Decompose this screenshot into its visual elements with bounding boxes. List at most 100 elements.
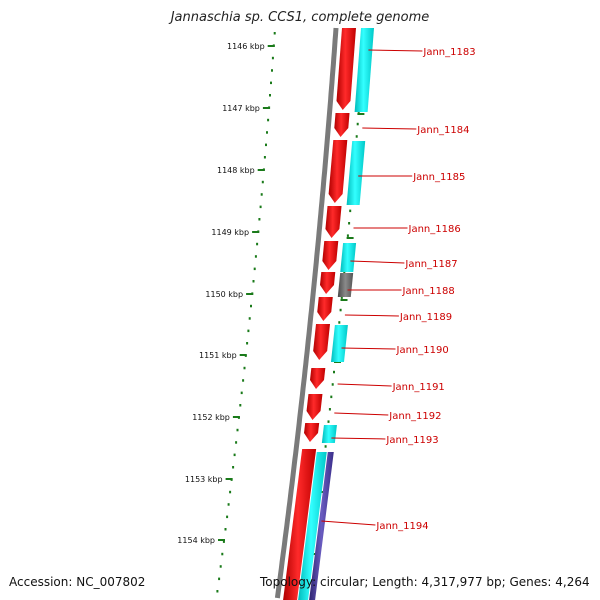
gene-leader-line xyxy=(321,520,376,526)
scale-dot xyxy=(219,565,222,568)
outer-tick xyxy=(311,553,319,555)
scale-dot xyxy=(269,94,271,97)
kbp-tick xyxy=(218,539,225,541)
kbp-tick xyxy=(239,354,247,356)
gene-label[interactable]: Jann_1189 xyxy=(399,312,452,323)
forward-cds xyxy=(283,449,317,600)
outer-scale-dot xyxy=(346,234,349,237)
kbp-scale: 1146 kbp 1147 kbp 1148 kbp 1149 kbp 1150 kbp… xyxy=(177,32,370,597)
scale-dot xyxy=(254,255,257,258)
scale-dot xyxy=(240,391,243,395)
scale-dot xyxy=(247,329,250,333)
other-feature xyxy=(337,273,354,297)
gene-leader-line xyxy=(331,437,386,440)
kbp-label: 1148 kbp xyxy=(217,166,255,175)
purple-feature xyxy=(309,452,334,600)
scale-dot xyxy=(236,428,239,432)
outer-tick xyxy=(346,237,354,239)
scale-dot xyxy=(229,490,232,494)
reverse-cds xyxy=(354,28,374,112)
accession-label: Accession: NC_007802 xyxy=(9,575,146,589)
gene-label[interactable]: Jann_1188 xyxy=(402,286,455,297)
forward-cds xyxy=(306,394,323,420)
outer-scale-dot xyxy=(324,445,327,448)
kbp-tick xyxy=(225,478,233,480)
scale-dot xyxy=(271,56,274,60)
scale-dot xyxy=(239,404,242,407)
forward-cds xyxy=(334,113,350,137)
outer-scale-dot xyxy=(340,296,343,299)
scale-dot xyxy=(253,267,256,271)
scale-dot xyxy=(261,180,264,184)
kbp-label: 1154 kbp xyxy=(177,536,215,545)
backbone-line xyxy=(274,27,339,599)
kbp-label: 1149 kbp xyxy=(211,228,249,237)
kbp-label: 1152 kbp xyxy=(192,413,230,422)
kbp-label: 1150 kbp xyxy=(205,290,243,299)
gene-label[interactable]: Jann_1193 xyxy=(385,435,438,446)
gene-leader-line xyxy=(334,412,389,416)
kbp-tick xyxy=(267,45,275,47)
outer-scale-dot xyxy=(348,222,351,225)
scale-dot xyxy=(270,81,272,85)
reverse-cds xyxy=(346,141,366,205)
scale-dot xyxy=(243,366,246,370)
gene-label[interactable]: Jann_1194 xyxy=(375,521,428,532)
gene-label[interactable]: Jann_1186 xyxy=(408,224,461,235)
feature-track xyxy=(283,28,374,600)
scale-dot xyxy=(266,131,268,134)
scale-dot xyxy=(235,441,238,444)
reverse-cds xyxy=(298,452,327,600)
reverse-cds xyxy=(321,425,337,443)
outer-scale-dot xyxy=(338,321,341,324)
kbp-tick xyxy=(246,293,254,295)
outer-scale-dot xyxy=(356,122,359,126)
gene-label[interactable]: Jann_1191 xyxy=(392,382,445,393)
outer-scale-dot xyxy=(331,383,334,386)
scale-dot xyxy=(226,515,229,519)
kbp-label: 1153 kbp xyxy=(185,475,223,484)
forward-cds xyxy=(313,324,331,360)
kbp-tick xyxy=(252,231,260,233)
gene-label[interactable]: Jann_1185 xyxy=(412,172,465,183)
forward-cds xyxy=(328,140,348,203)
outer-scale-dot xyxy=(327,420,330,423)
kbp-tick xyxy=(257,169,265,171)
outer-scale-dot xyxy=(349,209,352,213)
forward-cds xyxy=(325,206,342,238)
kbp-label: 1147 kbp xyxy=(222,104,260,113)
forward-cds xyxy=(317,297,333,321)
gene-label[interactable]: Jann_1187 xyxy=(404,259,457,270)
scale-dot xyxy=(265,143,267,147)
scale-dot xyxy=(263,156,266,159)
reverse-cds xyxy=(330,325,348,362)
gene-label[interactable]: Jann_1192 xyxy=(388,411,441,422)
genome-backbone xyxy=(274,27,339,599)
gene-leader-line xyxy=(368,49,423,52)
outer-scale-dot xyxy=(333,370,335,374)
scale-dot xyxy=(273,32,276,35)
scale-dot xyxy=(259,205,262,209)
scale-dot xyxy=(218,577,221,581)
gene-label[interactable]: Jann_1190 xyxy=(396,345,449,356)
forward-cds xyxy=(319,272,336,294)
map-title: Jannaschia sp. CCS1, complete genome xyxy=(170,10,430,25)
gene-leader-line xyxy=(350,260,405,264)
outer-scale-dot xyxy=(328,408,331,411)
scale-dot xyxy=(224,528,227,531)
gene-label[interactable]: Jann_1183 xyxy=(422,47,475,58)
kbp-tick xyxy=(232,416,240,418)
scale-dot xyxy=(256,242,259,246)
scale-dot xyxy=(267,118,270,122)
forward-cds xyxy=(322,241,339,270)
forward-cds xyxy=(304,423,320,442)
outer-scale-dot xyxy=(355,135,358,138)
gene-label[interactable]: Jann_1184 xyxy=(416,125,469,136)
scale-dot xyxy=(227,503,230,506)
forward-cds xyxy=(310,368,326,389)
scale-dot xyxy=(252,280,255,283)
scale-dot xyxy=(222,540,225,543)
gene-leader-line xyxy=(362,127,417,130)
scale-dot xyxy=(242,379,245,382)
gene-leader-line xyxy=(344,314,399,317)
